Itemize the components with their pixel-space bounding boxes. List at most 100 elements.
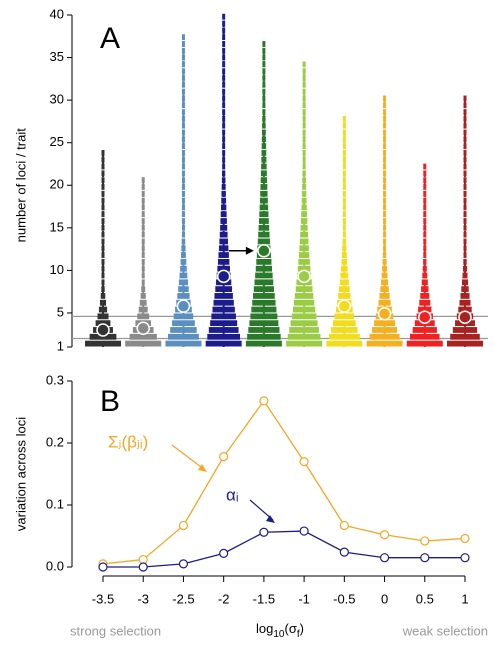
violin-step [301,197,307,204]
violin-step [247,333,281,340]
y-tick-label: 5 [57,304,64,319]
violin-step [181,95,185,102]
violin-step [342,238,347,245]
violin-step [262,122,266,129]
x-axis-label-part: (σ [285,621,297,636]
violin-step [222,47,226,54]
violin-step [342,150,346,156]
violin-step [423,163,427,170]
violin-step [181,136,185,143]
violin-step [342,122,346,129]
violin-step [207,333,241,340]
violin-step [458,306,472,313]
violin-step [101,218,105,224]
line [103,530,465,568]
violin-step [181,238,186,245]
violin-step [101,190,105,197]
violin-step [262,115,266,122]
violin [406,163,443,347]
violin-step [181,122,185,129]
violin-step [302,156,306,163]
violin-step [129,333,157,340]
x-axis-label-part: 10 [273,629,285,640]
violin-step [295,286,313,293]
violin-step [222,136,226,143]
violin-step [141,204,145,211]
violin-step [297,265,311,272]
violin-step [178,279,188,286]
x-tick-label: -3.5 [92,591,114,606]
violin-step [342,190,346,197]
violin-step [101,265,105,272]
violin-step [141,265,145,272]
violin-step [260,190,268,197]
violin-step [181,41,185,47]
violin-step [463,150,467,156]
violin-step [141,272,145,279]
violin-step [141,177,145,184]
violin [245,41,282,347]
violin-step [181,211,185,218]
violin-step [181,184,185,190]
violin-step [383,136,387,143]
violin-step [141,252,145,258]
violin-step [463,109,467,115]
violin-step [287,333,321,340]
violin [125,177,162,347]
violin-step [262,88,266,95]
violin-step [99,299,107,306]
violin-step [450,333,480,340]
violin-step [141,197,145,204]
violin-step [383,190,387,197]
violin-step [420,293,430,299]
violin-step [85,340,121,347]
violin-step [298,252,310,258]
point [138,554,148,565]
violin-step [261,143,267,150]
violin-step [342,224,346,231]
violin-step [181,156,185,163]
violin-step [331,327,358,333]
violin-step [253,293,275,299]
x-tick-label: -1.5 [253,591,275,606]
violin-step [181,224,185,231]
violin-step [383,102,387,109]
point [219,548,229,558]
violin-step [463,177,467,184]
point [460,533,470,544]
y-tick-label: 0.0 [46,558,64,573]
mean-dot [216,269,231,284]
violin-step [261,156,267,163]
violin-step [222,20,226,27]
violin-step [222,13,226,20]
point [178,559,189,569]
violin-step [372,327,398,333]
x-tick-label: 0.5 [416,591,434,606]
violin-step [101,238,105,245]
violin-step [98,306,108,313]
violin-step [447,340,483,347]
violin-step [463,238,467,245]
violin-step [141,211,145,218]
violin-step [262,102,266,109]
violin-step [340,265,348,272]
violin-step [222,54,226,61]
violin-step [383,177,387,184]
violin-step [217,265,230,272]
violin-step [222,115,226,122]
point [420,536,430,546]
violin-step [463,252,467,258]
y-tick-label: 1 [57,338,64,353]
violin-step [258,218,269,224]
violin-step [179,272,188,279]
violin-step [222,27,226,34]
violin-step [125,340,162,347]
violin-step [222,156,226,163]
violin-step [294,293,314,299]
violin-step [205,340,242,347]
line [102,399,466,565]
violin-step [383,109,387,115]
x-axis-label-part: ) [300,621,304,636]
violin-step [259,204,269,211]
violin-step [181,197,185,204]
